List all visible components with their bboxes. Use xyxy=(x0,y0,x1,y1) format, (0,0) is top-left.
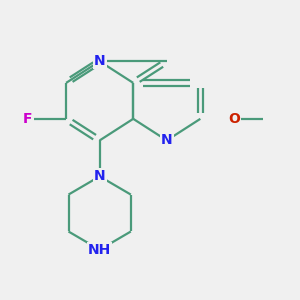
Text: F: F xyxy=(23,112,32,126)
Text: NH: NH xyxy=(88,243,111,257)
Text: N: N xyxy=(161,134,172,147)
Text: N: N xyxy=(94,169,106,183)
Text: N: N xyxy=(94,54,106,68)
Text: O: O xyxy=(228,112,240,126)
